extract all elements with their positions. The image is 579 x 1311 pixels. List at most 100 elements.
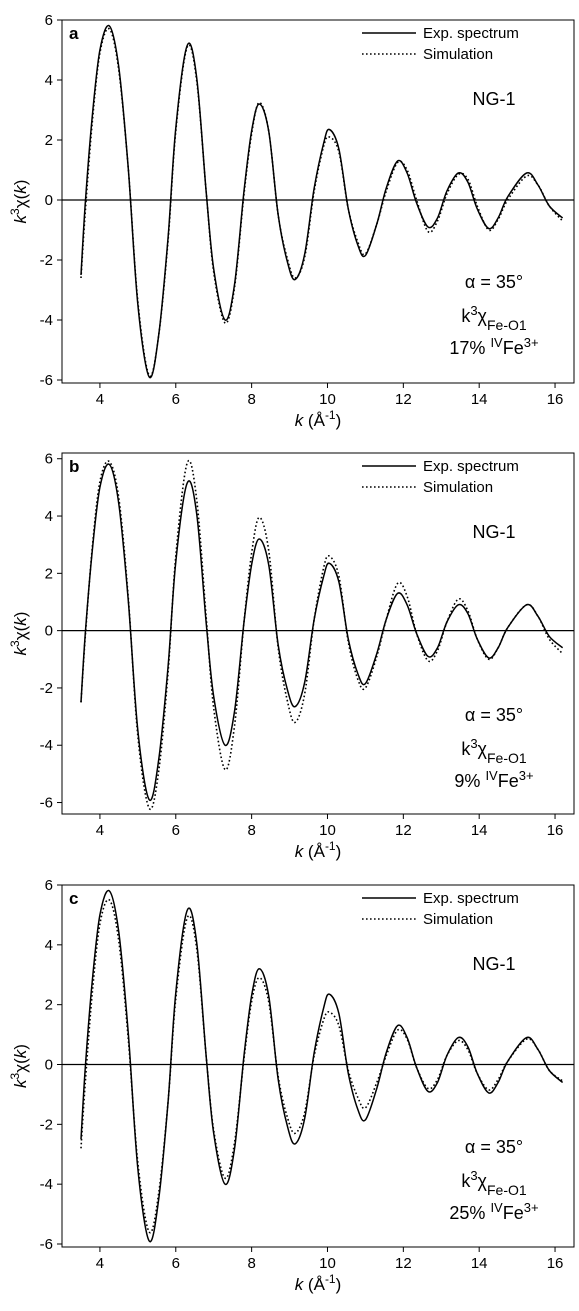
x-tick-label: 4 <box>96 822 104 839</box>
x-axis-label-var: k <box>295 842 305 861</box>
function-label: k3χFe-O1 <box>461 1168 527 1199</box>
fraction-label-text: 25% <box>449 1203 490 1223</box>
fraction-label: 17% IVFe3+ <box>449 335 538 359</box>
y-tick-label: 6 <box>45 877 53 894</box>
x-axis-label-text: ) <box>336 411 342 430</box>
fraction-label-sup: IV <box>490 335 503 350</box>
y-axis-label-sup: 3 <box>8 208 22 215</box>
x-axis-label-text: (Å <box>303 842 325 861</box>
y-tick-label: -2 <box>40 1116 53 1133</box>
y-axis-label-sup: 3 <box>8 640 22 647</box>
series-line-simulation <box>80 898 564 1234</box>
y-tick-label: 2 <box>45 132 53 149</box>
angle-label: α = 35° <box>465 705 523 725</box>
x-tick-label: 8 <box>247 391 255 408</box>
y-axis-label: k3χ(k) <box>8 1044 30 1088</box>
fraction-label: 9% IVFe3+ <box>454 768 533 792</box>
fraction-label-sup: 3+ <box>524 335 539 350</box>
function-label: k3χFe-O1 <box>461 736 527 767</box>
x-tick-label: 16 <box>547 822 564 839</box>
legend-label: Exp. spectrum <box>423 890 519 907</box>
fraction-label-sup: 3+ <box>519 768 534 783</box>
plot-frame <box>61 19 575 384</box>
y-tick-label: -6 <box>40 795 53 812</box>
legend-label: Exp. spectrum <box>423 458 519 475</box>
panel-letter: a <box>69 24 79 43</box>
x-tick-label: 14 <box>471 1255 488 1272</box>
plot-frame <box>61 452 575 815</box>
x-axis-label-var: k <box>295 411 305 430</box>
x-tick-label: 8 <box>247 1255 255 1272</box>
x-tick-label: 14 <box>471 822 488 839</box>
y-tick-label: -2 <box>40 252 53 269</box>
function-label-text: k <box>461 1171 471 1191</box>
legend-label: Simulation <box>423 479 493 496</box>
y-tick-label: 4 <box>45 508 53 525</box>
x-axis-label-text: (Å <box>303 1275 325 1294</box>
x-axis-label-text: (Å <box>303 411 325 430</box>
y-axis-label-var: k <box>11 1078 30 1088</box>
y-tick-label: 6 <box>45 12 53 29</box>
y-axis-label: k3χ(k) <box>8 180 30 224</box>
x-axis-label: k (Å-1) <box>295 839 342 861</box>
y-tick-label: -6 <box>40 1236 53 1253</box>
y-axis-label-text: χ( <box>11 193 30 208</box>
y-axis-label-var: k <box>11 1048 30 1058</box>
x-tick-label: 10 <box>319 391 336 408</box>
y-tick-label: -4 <box>40 737 53 754</box>
y-tick-label: 6 <box>45 451 53 468</box>
function-label-text: χ <box>478 739 488 759</box>
x-axis-label: k (Å-1) <box>295 1272 342 1294</box>
y-tick-label: 2 <box>45 565 53 582</box>
angle-label: α = 35° <box>465 272 523 292</box>
x-axis-label-sup: -1 <box>325 1272 336 1286</box>
y-tick-label: -4 <box>40 312 53 329</box>
y-axis-label-text: χ( <box>11 625 30 640</box>
x-axis-label-text: ) <box>336 1275 342 1294</box>
y-tick-label: 0 <box>45 192 53 209</box>
x-tick-label: 6 <box>172 391 180 408</box>
function-label-sub: Fe-O1 <box>487 750 527 766</box>
fraction-label-sup: 3+ <box>524 1200 539 1215</box>
function-label-sup: 3 <box>470 736 477 751</box>
x-tick-label: 10 <box>319 1255 336 1272</box>
x-tick-label: 4 <box>96 391 104 408</box>
series-line-exp-spectrum <box>80 889 564 1243</box>
fraction-label-sup: IV <box>490 1200 503 1215</box>
y-tick-label: 4 <box>45 937 53 954</box>
y-axis-label-var: k <box>11 616 30 626</box>
x-tick-label: 12 <box>395 1255 412 1272</box>
x-tick-label: 16 <box>547 1255 564 1272</box>
x-axis-label-var: k <box>295 1275 305 1294</box>
x-axis-label-text: ) <box>336 842 342 861</box>
sample-label: NG-1 <box>472 522 515 542</box>
x-tick-label: 12 <box>395 822 412 839</box>
angle-label: α = 35° <box>465 1137 523 1157</box>
y-axis-label-text: ) <box>11 612 30 618</box>
series-line-exp-spectrum <box>80 463 564 801</box>
legend-label: Exp. spectrum <box>423 25 519 42</box>
y-tick-label: 4 <box>45 72 53 89</box>
fraction-label: 25% IVFe3+ <box>449 1200 538 1224</box>
x-tick-label: 4 <box>96 1255 104 1272</box>
fraction-label-text: 9% <box>454 771 485 791</box>
function-label: k3χFe-O1 <box>461 303 527 334</box>
x-tick-label: 12 <box>395 391 412 408</box>
function-label-text: k <box>461 739 471 759</box>
fraction-label-text: 17% <box>449 338 490 358</box>
x-axis-label: k (Å-1) <box>295 408 342 430</box>
y-axis-label-var: k <box>11 213 30 223</box>
y-tick-label: -2 <box>40 680 53 697</box>
series-line-exp-spectrum <box>80 24 564 379</box>
sample-label: NG-1 <box>472 89 515 109</box>
y-tick-label: 0 <box>45 623 53 640</box>
panel-letter: b <box>69 457 79 476</box>
x-tick-label: 6 <box>172 822 180 839</box>
fraction-label-text: Fe <box>503 1203 524 1223</box>
y-axis-label-sup: 3 <box>8 1072 22 1079</box>
y-axis-label-text: ) <box>11 1044 30 1050</box>
function-label-text: χ <box>478 1171 488 1191</box>
function-label-text: k <box>461 306 471 326</box>
